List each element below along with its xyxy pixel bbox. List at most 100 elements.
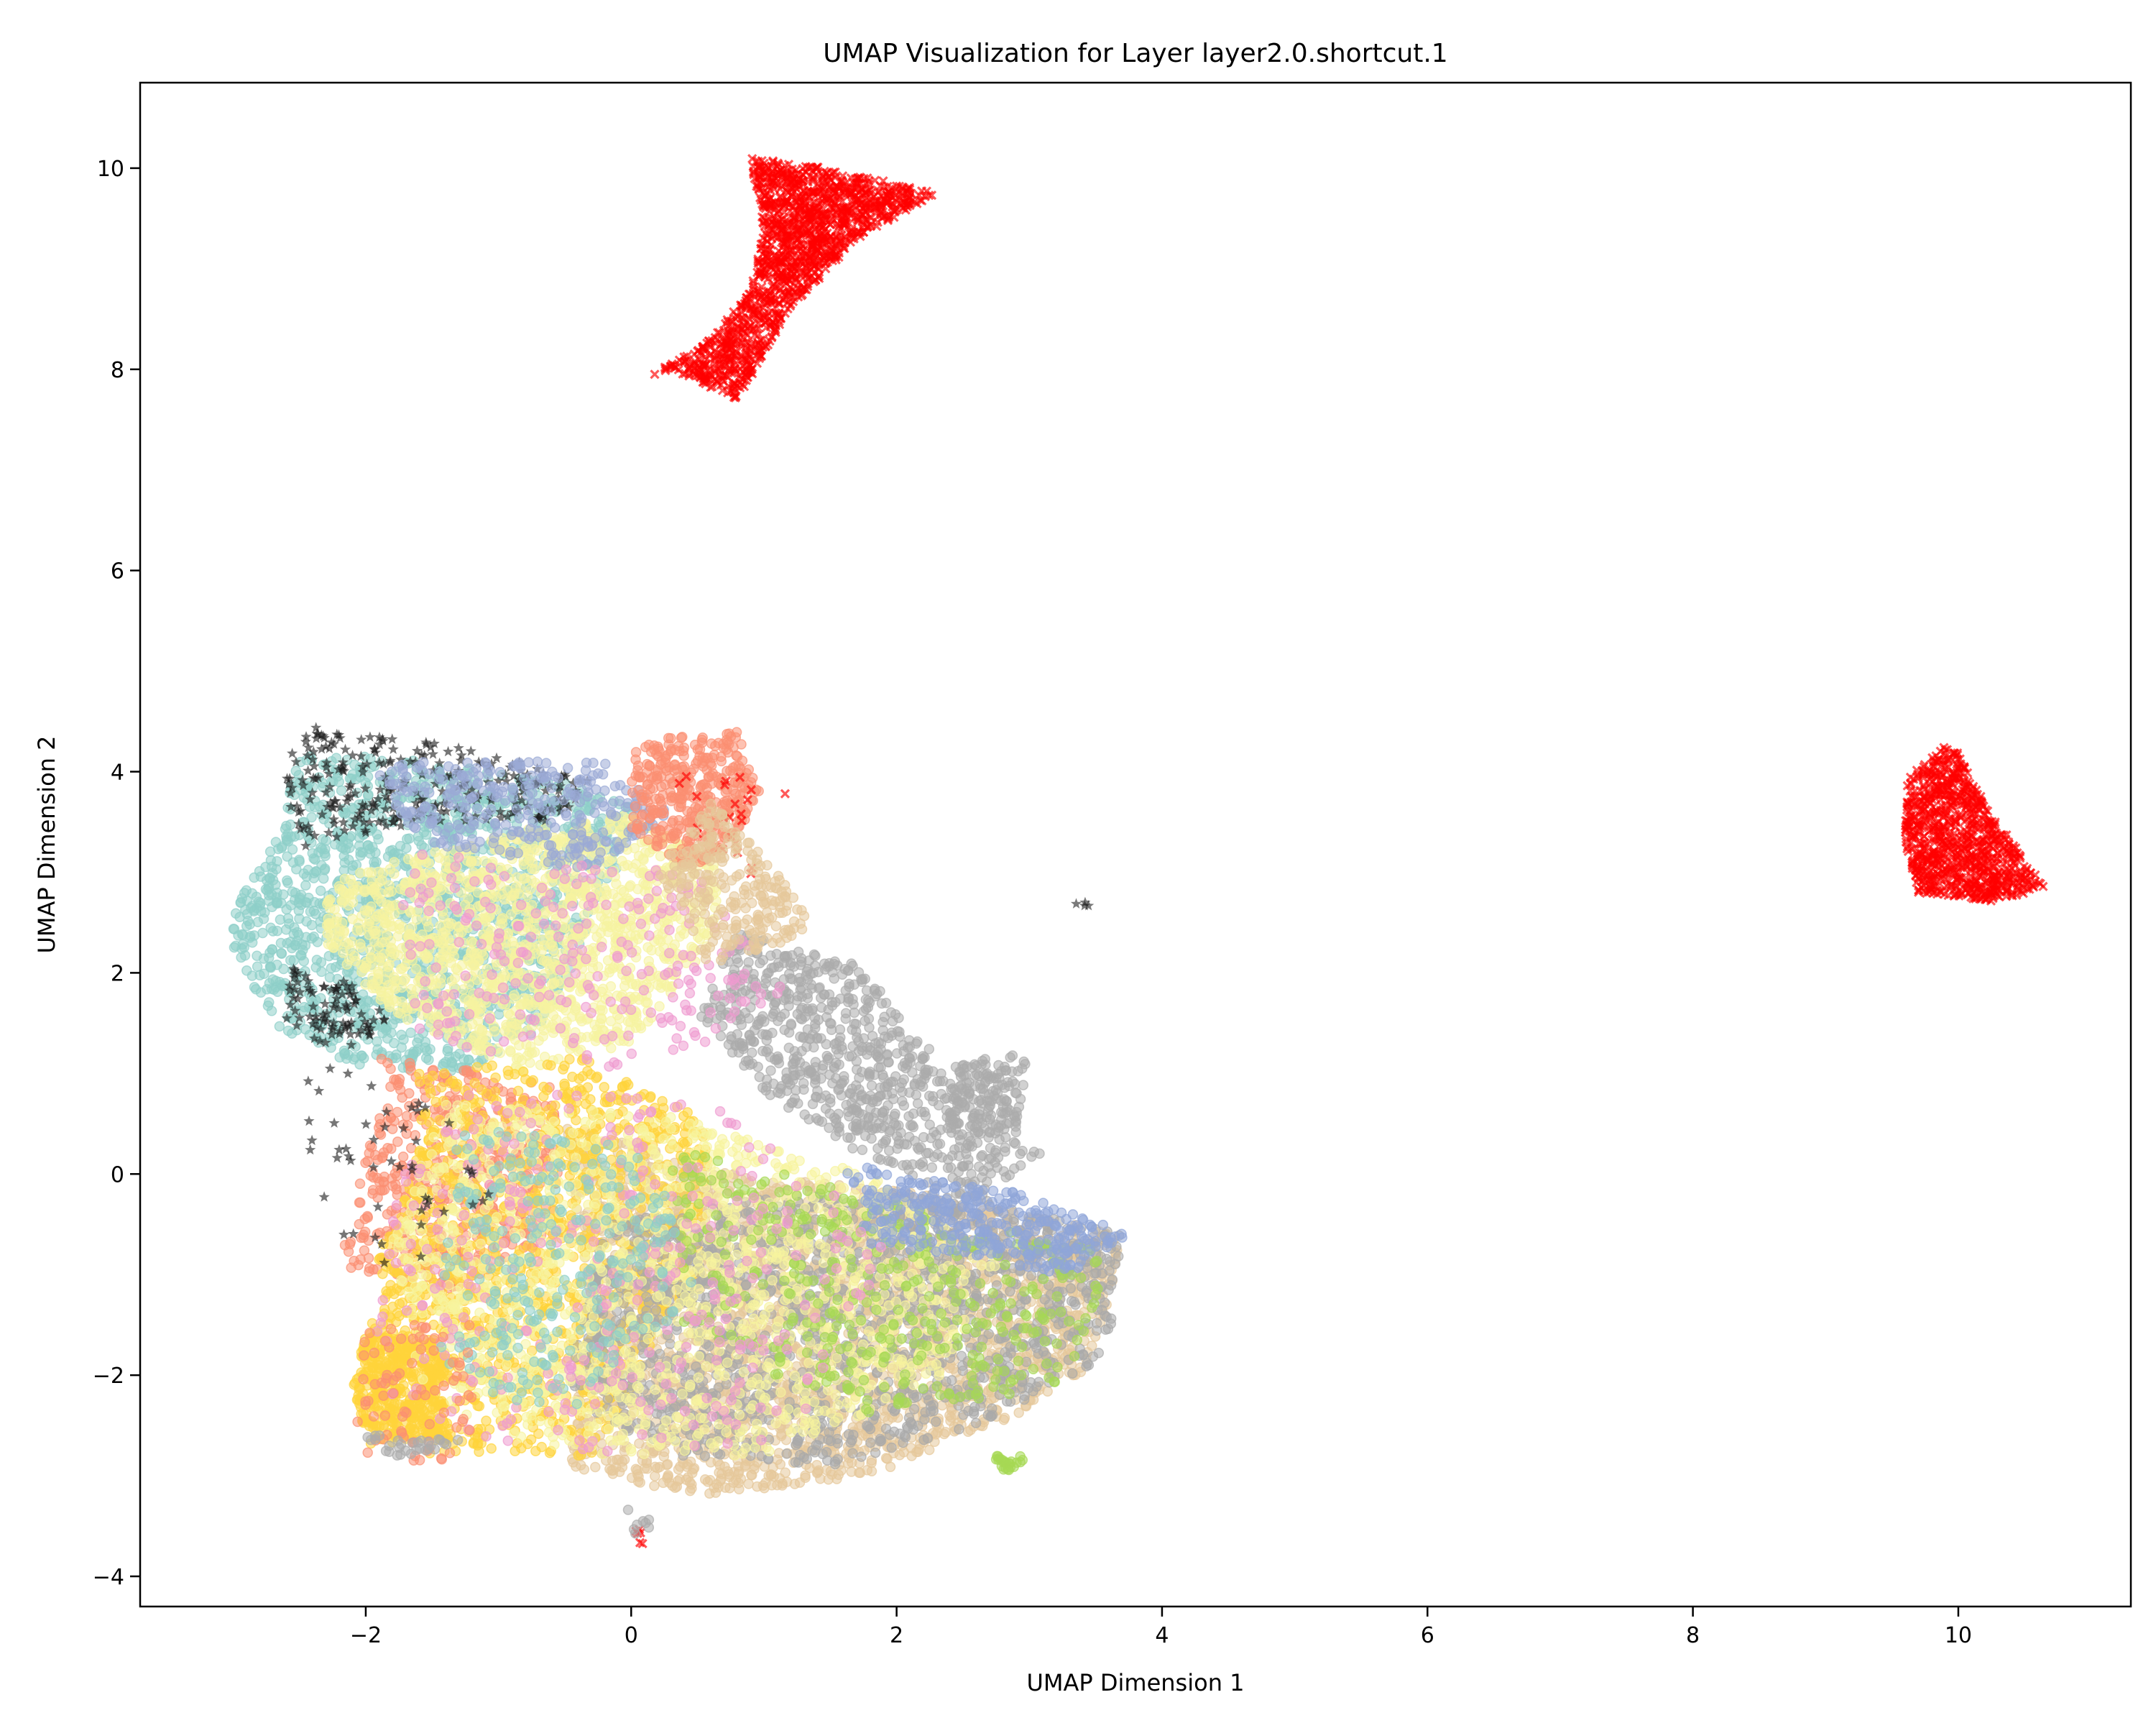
scatter-point <box>247 937 258 948</box>
scatter-point <box>382 1033 393 1044</box>
scatter-point <box>540 908 551 919</box>
scatter-point <box>398 1034 409 1045</box>
scatter-point <box>347 860 359 871</box>
scatter-point <box>405 1027 416 1038</box>
scatter-point <box>525 883 536 894</box>
scatter-point <box>303 865 313 876</box>
scatter-point <box>436 973 446 984</box>
scatter-point <box>499 894 510 905</box>
scatter-point <box>377 908 388 919</box>
scatter-point <box>333 776 344 788</box>
scatter-point <box>384 967 395 978</box>
scatter-point <box>236 929 248 940</box>
scatter-point <box>307 847 318 859</box>
scatter-point <box>254 897 266 909</box>
scatter-point <box>520 873 531 883</box>
scatter-point <box>286 942 298 954</box>
scatter-point <box>294 894 305 905</box>
scatter-point <box>438 1058 449 1070</box>
scatter-point <box>601 886 612 896</box>
scatter-point <box>606 1042 617 1054</box>
scatter-point <box>423 858 435 869</box>
scatter-point <box>310 909 321 919</box>
scatter-point <box>326 962 337 974</box>
scatter-point <box>241 965 252 976</box>
scatter-point <box>315 842 326 853</box>
scatter-point <box>356 1050 367 1062</box>
scatter-point <box>280 823 291 835</box>
scatter-point <box>315 885 326 896</box>
scatter-point <box>614 1014 625 1024</box>
scatter-point <box>433 852 445 863</box>
scatter-point <box>366 901 377 912</box>
scatter-point <box>619 860 630 872</box>
scatter-point-x-marker <box>717 385 728 395</box>
scatter-point <box>397 922 408 932</box>
scatter-point <box>336 785 347 796</box>
scatter-point <box>311 955 323 965</box>
scatter-point <box>252 916 264 927</box>
scatter-point <box>323 939 334 950</box>
scatter-point <box>472 887 484 898</box>
scatter-point <box>276 948 287 959</box>
scatter-point <box>306 919 318 931</box>
scatter-point <box>298 792 310 803</box>
scatter-point <box>277 841 287 852</box>
scatter-point <box>282 875 292 886</box>
scatter-point <box>272 897 283 909</box>
scatter-point <box>250 983 262 995</box>
scatter-point-x-marker <box>747 154 757 164</box>
scatter-point <box>591 883 602 894</box>
scatter-point <box>274 1021 285 1032</box>
scatter-point <box>300 880 311 891</box>
scatter-point <box>579 909 590 920</box>
scatter-point <box>459 1054 469 1065</box>
scatter-point <box>402 854 414 865</box>
scatter-point <box>324 972 336 983</box>
scatter-point <box>420 1052 432 1064</box>
scatter-point <box>513 1052 524 1063</box>
scatter-point <box>298 955 310 967</box>
scatter-point <box>280 924 292 935</box>
scatter-point <box>592 961 604 973</box>
scatter-point <box>384 864 395 875</box>
scatter-point <box>275 979 287 991</box>
scatter-point <box>391 1049 402 1060</box>
scatter-point <box>381 929 392 941</box>
scatter-point <box>338 1045 350 1057</box>
scatter-point <box>267 944 277 955</box>
scatter-point <box>236 943 247 955</box>
scatter-point <box>372 1044 383 1055</box>
scatter-point <box>316 966 327 978</box>
scatter-point <box>264 846 276 858</box>
scatter-point <box>402 834 413 845</box>
scatter-point <box>260 884 272 895</box>
scatter-point <box>241 896 253 906</box>
scatter-point <box>303 892 314 904</box>
scatter-point <box>514 1040 525 1051</box>
scatter-point <box>277 889 289 900</box>
scatter-point <box>642 942 653 953</box>
scatter-point <box>459 993 470 1004</box>
scatter-point <box>369 928 380 939</box>
scatter-point <box>356 966 367 978</box>
scatter-point <box>338 865 349 876</box>
scatter-point <box>418 827 430 838</box>
scatter-point <box>362 840 374 851</box>
scatter-point <box>272 855 282 867</box>
scatter-point <box>264 997 275 1008</box>
scatter-point <box>318 873 329 884</box>
scatter-point <box>604 855 615 866</box>
scatter-point <box>448 1061 459 1072</box>
scatter-point <box>288 955 300 966</box>
scatter-point <box>413 835 425 847</box>
scatter-point <box>282 913 294 924</box>
scatter-point <box>412 1037 423 1048</box>
scatter-point <box>371 857 382 868</box>
scatter-point <box>337 897 348 908</box>
scatter-point <box>265 962 277 973</box>
scatter-point <box>249 872 259 883</box>
scatter-point <box>322 928 333 939</box>
